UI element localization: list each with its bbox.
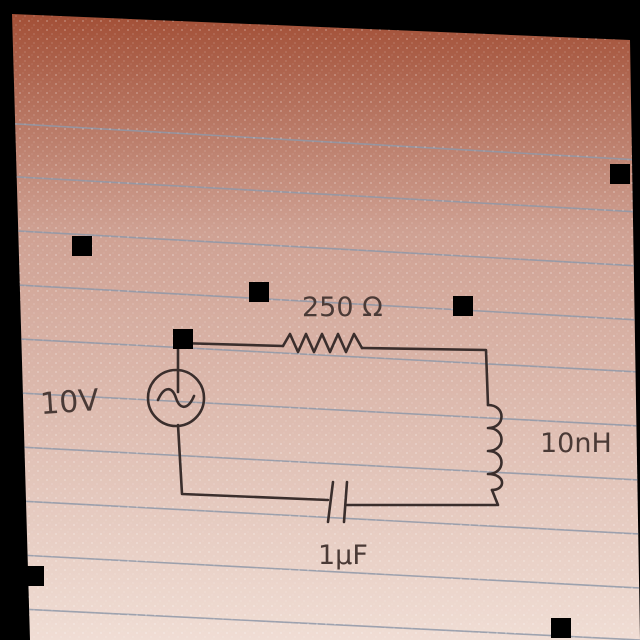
capacitor-label: 1µF <box>318 540 368 571</box>
ac-wave <box>156 387 196 409</box>
wire-bottom-left <box>176 423 330 502</box>
inductor-symbol <box>486 403 504 492</box>
wire-top-right <box>360 346 490 407</box>
occlusion-squares <box>24 164 630 638</box>
inductor-label: 10nH <box>540 428 612 459</box>
resistor-symbol <box>281 332 364 354</box>
resistor-label: 250 Ω <box>302 292 383 323</box>
circuit-diagram <box>146 332 504 524</box>
wire-right-bottom <box>345 488 500 507</box>
capacitor-symbol <box>326 480 349 524</box>
source-label: 10V <box>39 383 100 422</box>
ac-source-symbol <box>146 368 206 428</box>
